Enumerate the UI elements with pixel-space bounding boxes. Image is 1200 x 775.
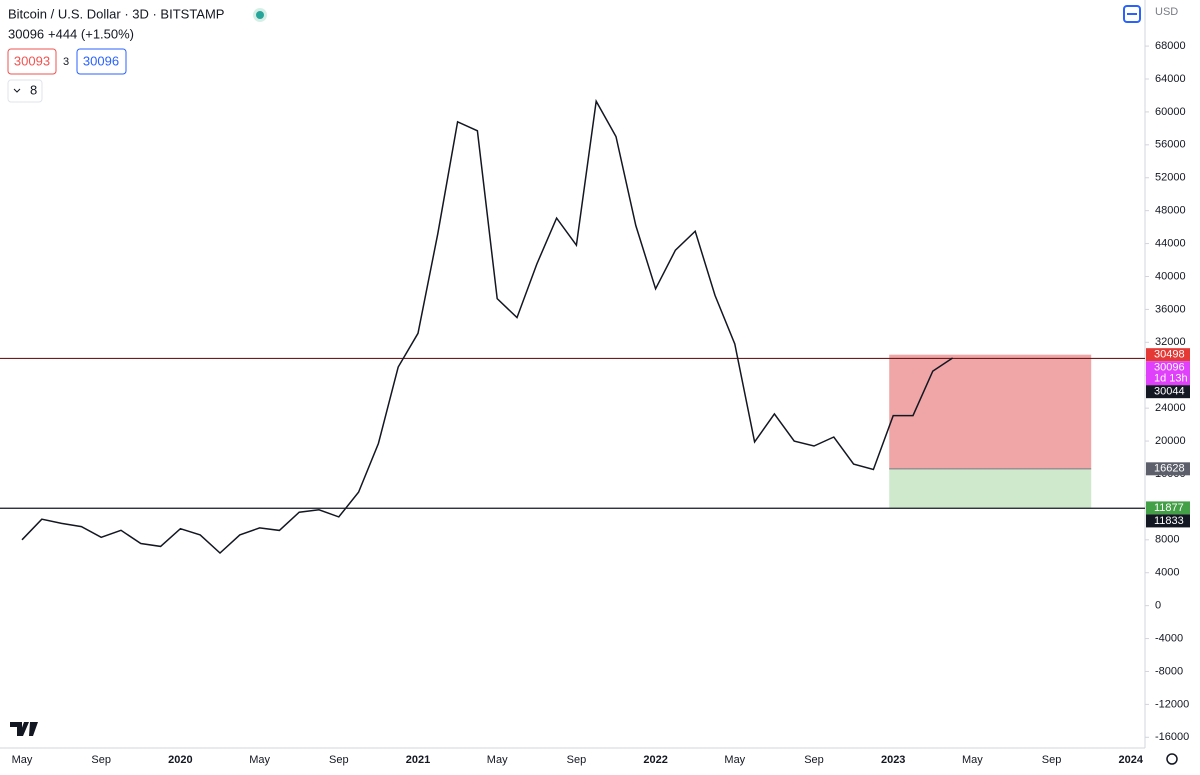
bid-price[interactable]: 30093 (14, 53, 50, 68)
y-tick-label: 32000 (1155, 336, 1186, 348)
y-tick-label: 64000 (1155, 73, 1186, 85)
y-tick-label: 20000 (1155, 435, 1186, 447)
y-tick-label: -12000 (1155, 698, 1189, 710)
price-tag-label: 30044 (1154, 386, 1185, 398)
price-tag (1146, 361, 1190, 386)
y-tick-label: 4000 (1155, 567, 1179, 579)
x-tick-label: May (724, 754, 745, 766)
price-tag (1146, 514, 1190, 528)
settings-icon[interactable] (1166, 753, 1178, 765)
x-tick-label: 2022 (643, 754, 667, 766)
sell-button[interactable] (7, 48, 57, 75)
price-tag (1146, 501, 1190, 515)
y-tick-label: 8000 (1155, 534, 1179, 546)
price-change: +444 (+1.50%) (48, 26, 134, 41)
price-tag (1146, 348, 1190, 362)
y-tick-label: 40000 (1155, 270, 1186, 282)
ask-price[interactable]: 30096 (83, 53, 119, 68)
x-tick-label: Sep (91, 754, 111, 766)
y-tick-label: 36000 (1155, 303, 1186, 315)
layout-icon[interactable] (1123, 5, 1141, 23)
y-tick-label: 44000 (1155, 237, 1186, 249)
x-tick-label: May (249, 754, 270, 766)
price-line (21, 98, 954, 555)
x-tick-label: Sep (1042, 754, 1062, 766)
x-tick-label: Sep (329, 754, 349, 766)
last-price: 30096 (8, 26, 44, 41)
tradingview-logo (10, 722, 38, 736)
x-tick-label: May (12, 754, 33, 766)
x-tick-label: May (962, 754, 983, 766)
y-tick-label: -4000 (1155, 632, 1183, 644)
y-tick-label: 0 (1155, 600, 1161, 612)
price-tag (1146, 385, 1190, 399)
x-tick-label: 2023 (881, 754, 905, 766)
price-tag (1146, 462, 1190, 476)
buy-button[interactable] (76, 48, 127, 75)
spread: 3 (63, 56, 69, 68)
x-tick-label: 2024 (1119, 754, 1144, 766)
x-tick-label: May (487, 754, 508, 766)
stop-zone (889, 354, 1092, 469)
x-tick-label: 2021 (406, 754, 430, 766)
y-tick-label: 68000 (1155, 40, 1186, 52)
chevron-icon (13, 88, 21, 93)
currency-label[interactable]: USD (1155, 6, 1178, 18)
price-tag-label: 30498 (1154, 349, 1185, 361)
y-tick-label: -8000 (1155, 665, 1183, 677)
y-tick-label: 52000 (1155, 172, 1186, 184)
y-tick-label: 48000 (1155, 205, 1186, 217)
status-dot (256, 11, 264, 19)
y-tick-label: -16000 (1155, 731, 1189, 743)
x-tick-label: Sep (567, 754, 587, 766)
indicator-count[interactable]: 8 (30, 82, 37, 97)
price-tag-label: 11833 (1154, 515, 1184, 527)
indicator-toggle[interactable] (7, 79, 43, 103)
countdown-label: 1d 13h (1154, 373, 1188, 385)
y-tick-label: 56000 (1155, 139, 1186, 151)
y-tick-label: 24000 (1155, 402, 1186, 414)
y-tick-label: 60000 (1155, 106, 1186, 118)
price-tag-label: 30096 (1154, 362, 1185, 374)
x-tick-label: Sep (804, 754, 824, 766)
symbol-title: Bitcoin / U.S. Dollar · 3D · BITSTAMP (8, 6, 224, 21)
x-tick-label: 2020 (168, 754, 192, 766)
target-zone (889, 468, 1092, 508)
price-tag-label: 11877 (1154, 502, 1184, 514)
price-tag-label: 16628 (1154, 463, 1185, 475)
